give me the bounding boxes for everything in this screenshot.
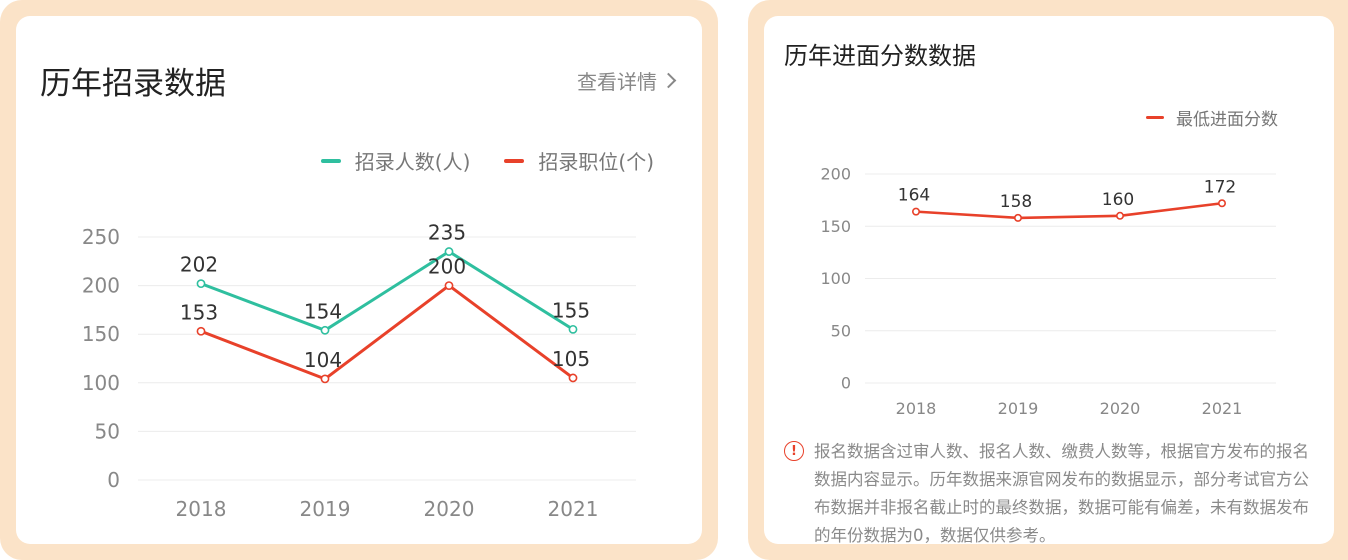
score-data-label-0-2: 160 (1102, 190, 1134, 210)
recruitment-title: 历年招录数据 (40, 66, 226, 102)
recruitment-data-label-0-0: 202 (180, 253, 218, 277)
recruitment-x-tick-2018: 2018 (176, 497, 227, 521)
recruitment-y-tick-200: 200 (82, 274, 120, 298)
recruitment-data-label-0-2: 235 (428, 221, 466, 245)
score-x-tick-2021: 2021 (1202, 399, 1243, 418)
recruitment-x-tick-2019: 2019 (300, 497, 351, 521)
recruitment-card: 历年招录数据 查看详情 招录人数(人) 招录职位(个) 0 50 100 150 200… (16, 16, 702, 544)
interview-score-chart: 0 50 100 150 200 2018 2019 2020 2021 164 158 160 172 (820, 165, 1276, 418)
notice-text: 报名数据含过审人数、报名人数、缴费人数等，根据官方发布的报名数据内容显示。历年数… (814, 442, 1309, 545)
recruitment-data-label-0-1: 154 (304, 299, 342, 323)
recruitment-y-tick-250: 250 (82, 225, 120, 249)
recruitment-y-tick-150: 150 (82, 322, 120, 346)
recruitment-series-line-0 (200, 250, 574, 332)
recruitment-y-tick-100: 100 (82, 371, 120, 395)
recruitment-point-0-2 (444, 247, 454, 256)
legend-label-min-score: 最低进面分数 (1176, 110, 1278, 130)
legend-label-positions: 招录职位(个) (538, 150, 654, 174)
score-y-tick-150: 150 (820, 217, 851, 236)
legend-item-headcount[interactable]: 招录人数(人) (320, 146, 471, 175)
score-x-tick-2019: 2019 (998, 399, 1039, 418)
legend-label-headcount: 招录人数(人) (354, 150, 471, 174)
score-y-tick-200: 200 (820, 165, 851, 184)
score-point-0-3 (1217, 199, 1226, 208)
legend-swatch-min-score (1146, 116, 1164, 119)
recruitment-point-1-3 (568, 373, 578, 383)
score-data-label-0-3: 172 (1204, 177, 1236, 197)
recruitment-point-1-0 (196, 326, 206, 336)
legend-swatch-headcount (320, 158, 341, 163)
recruitment-chart: 0 50 100 150 200 250 2018 2019 2020 2021 202 154 235… (82, 221, 636, 521)
score-y-tick-0: 0 (841, 374, 851, 393)
recruitment-point-0-1 (320, 325, 330, 335)
recruitment-y-tick-0: 0 (107, 468, 120, 492)
score-data-label-0-0: 164 (898, 186, 930, 206)
legend-item-min-score[interactable]: 最低进面分数 (1146, 105, 1278, 130)
recruitment-data-label-1-3: 105 (552, 347, 590, 371)
score-point-0-1 (1014, 213, 1023, 222)
interview-score-title: 历年进面分数数据 (784, 42, 976, 70)
score-point-0-0 (912, 207, 921, 216)
score-series-line-0 (915, 201, 1223, 220)
recruitment-data-label-0-3: 155 (552, 298, 590, 322)
score-data-label-0-1: 158 (1000, 192, 1032, 212)
score-y-tick-50: 50 (831, 321, 851, 340)
recruitment-x-tick-2020: 2020 (424, 497, 475, 521)
legend-swatch-positions (504, 158, 525, 163)
alert-icon: ! (784, 441, 804, 461)
recruitment-series-line-1 (200, 284, 574, 381)
interview-score-card: 历年进面分数数据 最低进面分数 0 50 100 150 200 2018 2019 2020… (764, 16, 1334, 545)
data-notice: ! 报名数据含过审人数、报名人数、缴费人数等，根据官方发布的报名数据内容显示。历… (784, 438, 1314, 550)
recruitment-point-1-1 (320, 374, 330, 384)
recruitment-point-0-3 (568, 324, 578, 334)
score-y-tick-100: 100 (820, 269, 851, 288)
score-x-tick-2020: 2020 (1100, 399, 1141, 418)
view-details-link[interactable]: 查看详情 (577, 66, 677, 95)
recruitment-point-1-2 (444, 281, 454, 290)
recruitment-data-label-1-0: 153 (180, 300, 218, 324)
score-x-tick-2018: 2018 (896, 399, 937, 418)
recruitment-data-label-1-1: 104 (304, 348, 342, 372)
score-point-0-2 (1115, 211, 1124, 220)
recruitment-data-label-1-2: 200 (428, 255, 466, 279)
recruitment-y-tick-50: 50 (95, 419, 120, 443)
recruitment-x-tick-2021: 2021 (548, 497, 599, 521)
legend-item-positions[interactable]: 招录职位(个) (504, 146, 654, 175)
recruitment-legend: 招录人数(人) 招录职位(个) (320, 146, 654, 175)
view-details-label: 查看详情 (577, 70, 657, 94)
score-legend: 最低进面分数 (1146, 105, 1278, 130)
recruitment-point-0-0 (196, 279, 206, 289)
